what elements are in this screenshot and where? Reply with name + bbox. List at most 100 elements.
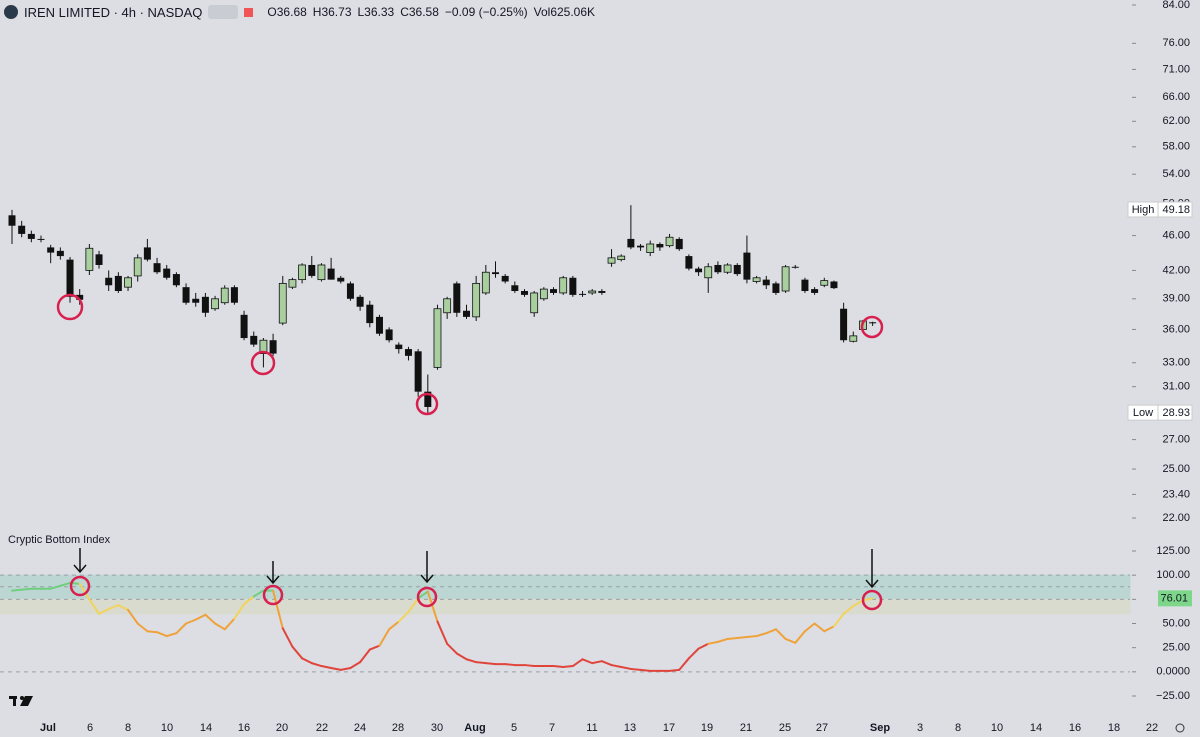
axes: 84.0076.0071.0066.0062.0058.0054.0050.00… xyxy=(40,0,1193,734)
highlight-circle xyxy=(250,350,276,376)
indicator-segment xyxy=(310,662,323,668)
symbol[interactable]: IREN LIMITED · 4h · NASDAQ xyxy=(24,4,203,20)
settings-icon[interactable] xyxy=(1175,723,1185,733)
x-tick-label: 5 xyxy=(511,722,517,734)
y-tick-label: 71.00 xyxy=(1162,63,1190,75)
candle-body xyxy=(424,391,432,407)
y-tick-label: 23.40 xyxy=(1162,488,1190,500)
indicator-segment xyxy=(281,627,294,648)
candle-body xyxy=(37,238,45,240)
candle-body xyxy=(385,329,393,341)
indicator-segment xyxy=(581,658,594,665)
candle-body xyxy=(356,296,364,307)
highlight-circle xyxy=(860,315,884,339)
candle-body xyxy=(723,264,732,273)
x-tick-label: 10 xyxy=(161,722,173,734)
indicator-segment xyxy=(417,590,429,600)
indicator-segment xyxy=(301,657,313,665)
candle-body xyxy=(539,288,548,300)
indicator-segment xyxy=(852,599,864,608)
x-tick-label: 11 xyxy=(586,722,597,734)
x-tick-label: 22 xyxy=(316,722,328,734)
candle-body xyxy=(298,264,307,281)
symbol-icon xyxy=(4,5,18,19)
indicator-segment xyxy=(455,652,468,661)
indicator-segment xyxy=(88,598,101,615)
indicator-segment xyxy=(291,645,304,660)
indicator-segment xyxy=(117,604,130,611)
indicator-segment xyxy=(823,625,835,633)
indicator-segment xyxy=(842,605,855,615)
candle-body xyxy=(820,280,829,286)
current-value: 76.01 xyxy=(1160,592,1188,604)
indicator-segment xyxy=(475,661,487,665)
candle-body xyxy=(811,289,819,293)
indicator-segment xyxy=(707,640,719,645)
candle-body xyxy=(830,281,838,289)
candle-body xyxy=(743,252,751,280)
candle-body xyxy=(192,298,200,303)
candle-body xyxy=(85,247,94,271)
candle-body xyxy=(269,340,277,354)
candle-body xyxy=(250,335,258,345)
y-tick-label: 42.00 xyxy=(1162,264,1190,276)
x-tick-label: Sep xyxy=(870,722,890,734)
x-tick-label: Aug xyxy=(464,722,485,734)
x-tick-label: 18 xyxy=(1108,722,1120,734)
highlight-circle xyxy=(415,392,439,416)
candle-body xyxy=(433,308,442,368)
x-tick-label: 14 xyxy=(1030,722,1042,734)
candle-body xyxy=(27,233,35,239)
indicator-segment xyxy=(832,612,845,628)
indicator-segment xyxy=(620,666,632,670)
x-tick-label: 14 xyxy=(200,722,212,734)
status-icons xyxy=(208,5,239,19)
indicator-segment xyxy=(388,620,400,631)
bands xyxy=(0,574,1131,615)
y-tick-label: −25.00 xyxy=(1156,690,1190,702)
indicator-segment xyxy=(359,648,371,664)
y-tick-label: 39.00 xyxy=(1162,293,1190,305)
marker-value: 49.18 xyxy=(1162,204,1190,216)
indicator-segment xyxy=(426,590,439,623)
indicator-segment xyxy=(252,589,265,598)
x-tick-label: 17 xyxy=(663,722,675,734)
annotations xyxy=(56,293,884,611)
candle-body xyxy=(637,245,645,248)
indicator-segment xyxy=(378,628,391,647)
candle-body xyxy=(172,274,180,286)
candle-body xyxy=(8,215,16,226)
candle-body xyxy=(501,275,509,282)
y-tick-label: 31.00 xyxy=(1162,381,1190,393)
candle-body xyxy=(714,264,722,273)
indicator-segment xyxy=(504,663,516,667)
indicator-segment xyxy=(610,664,623,668)
indicator-segment xyxy=(127,608,139,625)
indicator-segment xyxy=(600,660,613,667)
indicator-segment xyxy=(697,642,710,650)
y-tick-label: 76.00 xyxy=(1162,37,1190,49)
candle-body xyxy=(47,247,55,253)
indicator-segment xyxy=(339,666,352,671)
y-tick-label: 22.00 xyxy=(1162,512,1190,524)
indicator-segment xyxy=(774,628,787,640)
indicator-segment xyxy=(726,637,739,640)
candle-body xyxy=(76,294,84,300)
candle-body xyxy=(869,322,877,324)
indicator-segment xyxy=(794,630,806,644)
y-tick-label: 62.00 xyxy=(1162,115,1190,127)
x-tick-label: 6 xyxy=(87,722,93,734)
candle-body xyxy=(404,349,412,356)
y-tick-label: 84.00 xyxy=(1162,0,1190,11)
indicator-segment xyxy=(49,584,62,590)
indicator-segment xyxy=(523,664,536,668)
flag[interactable] xyxy=(244,7,254,17)
x-tick-label: 25 xyxy=(779,722,791,734)
candle-body xyxy=(781,266,790,292)
indicator-segment xyxy=(436,620,449,645)
candle-body xyxy=(656,243,664,248)
indicator-segment xyxy=(446,642,458,655)
indicator-segment xyxy=(194,613,207,621)
